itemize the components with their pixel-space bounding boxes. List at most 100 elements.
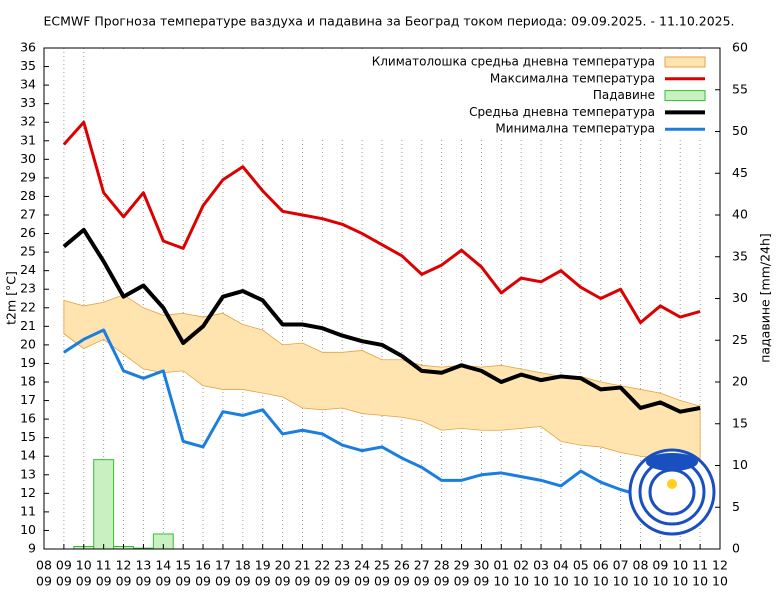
x-tick-label: 28 — [434, 558, 450, 573]
x-tick-month: 09 — [314, 574, 330, 589]
x-tick-month: 09 — [434, 574, 450, 589]
x-tick-month: 10 — [672, 574, 688, 589]
y-tick-label: 11 — [20, 503, 36, 518]
y-axis-label: t2m [°C] — [4, 271, 19, 325]
y-tick-label: 31 — [20, 132, 36, 147]
x-tick-month: 09 — [354, 574, 370, 589]
y2-tick-label: 15 — [732, 415, 748, 430]
y-tick-label: 21 — [20, 318, 36, 333]
x-tick-month: 10 — [553, 574, 569, 589]
legend-label: Минимална температура — [495, 122, 655, 136]
x-tick-label: 06 — [593, 558, 609, 573]
y2-axis-label: падавине [mm/24h] — [758, 233, 773, 363]
x-tick-label: 13 — [135, 558, 151, 573]
y2-tick-label: 45 — [732, 165, 748, 180]
y-tick-label: 24 — [20, 262, 36, 277]
x-tick-month: 10 — [513, 574, 529, 589]
x-tick-month: 09 — [255, 574, 271, 589]
y-tick-label: 16 — [20, 411, 36, 426]
x-tick-label: 12 — [116, 558, 132, 573]
x-tick-label: 30 — [473, 558, 489, 573]
legend-background — [95, 52, 715, 138]
legend-label: Климатолошка средња дневна температура — [372, 55, 655, 69]
y-tick-label: 26 — [20, 225, 36, 240]
chart-title: ECMWF Прогноза температуре ваздуха и пад… — [43, 14, 734, 29]
y-tick-label: 35 — [20, 58, 36, 73]
x-tick-month: 09 — [135, 574, 151, 589]
x-tick-label: 17 — [215, 558, 231, 573]
legend-label: Максимална температура — [490, 71, 655, 85]
y2-tick-label: 40 — [732, 207, 748, 222]
y-tick-label: 27 — [20, 207, 36, 222]
x-tick-label: 19 — [255, 558, 271, 573]
x-tick-month: 09 — [235, 574, 251, 589]
series-line — [63, 328, 701, 505]
x-tick-month: 10 — [712, 574, 728, 589]
x-tick-label: 08 — [633, 558, 649, 573]
x-tick-month: 09 — [195, 574, 211, 589]
y-tick-label: 25 — [20, 244, 36, 259]
x-tick-label: 10 — [672, 558, 688, 573]
legend: Климатолошка средња дневна температура Ма… — [372, 55, 706, 136]
x-tick-month: 09 — [394, 574, 410, 589]
x-tick-label: 03 — [533, 558, 549, 573]
x-tick-label: 11 — [692, 558, 708, 573]
x-tick-label: 23 — [334, 558, 350, 573]
x-tick-month: 09 — [414, 574, 430, 589]
x-tick-label: 08 — [36, 558, 52, 573]
x-tick-label: 07 — [613, 558, 629, 573]
logo — [628, 448, 716, 536]
x-tick-label: 25 — [374, 558, 390, 573]
y2-tick-label: 60 — [732, 40, 748, 55]
y-tick-label: 12 — [20, 485, 36, 500]
x-tick-label: 20 — [275, 558, 291, 573]
y-tick-label: 13 — [20, 466, 36, 481]
x-tick-month: 10 — [533, 574, 549, 589]
x-tick-label: 27 — [414, 558, 430, 573]
x-tick-month: 09 — [96, 574, 112, 589]
y-tick-label: 14 — [20, 448, 36, 463]
x-tick-label: 01 — [493, 558, 509, 573]
x-tick-label: 14 — [155, 558, 171, 573]
x-tick-month: 10 — [573, 574, 589, 589]
y2-tick-label: 20 — [732, 374, 748, 389]
x-tick-label: 11 — [96, 558, 112, 573]
y-tick-label: 36 — [20, 40, 36, 55]
x-tick-label: 16 — [195, 558, 211, 573]
y-tick-label: 29 — [20, 169, 36, 184]
x-tick-month: 09 — [175, 574, 191, 589]
x-tick-month: 09 — [295, 574, 311, 589]
x-tick-month: 09 — [76, 574, 92, 589]
legend-swatch — [664, 56, 706, 68]
x-tick-label: 12 — [712, 558, 728, 573]
x-tick-label: 26 — [394, 558, 410, 573]
x-tick-label: 09 — [56, 558, 72, 573]
x-tick-label: 15 — [175, 558, 191, 573]
y-tick-label: 20 — [20, 336, 36, 351]
y-tick-label: 18 — [20, 374, 36, 389]
x-tick-month: 10 — [692, 574, 708, 589]
x-tick-label: 10 — [76, 558, 92, 573]
series-line — [62, 120, 701, 325]
y-tick-label: 9 — [28, 541, 36, 556]
x-tick-month: 10 — [652, 574, 668, 589]
legend-label: Средња дневна температура — [469, 105, 655, 119]
precip-bar — [93, 459, 115, 550]
y2-tick-label: 10 — [732, 457, 748, 472]
x-tick-label: 02 — [513, 558, 529, 573]
x-tick-month: 10 — [593, 574, 609, 589]
x-tick-month: 10 — [633, 574, 649, 589]
x-tick-month: 09 — [473, 574, 489, 589]
x-tick-month: 09 — [275, 574, 291, 589]
x-tick-month: 09 — [215, 574, 231, 589]
y-tick-label: 17 — [20, 392, 36, 407]
y2-tick-label: 30 — [732, 290, 748, 305]
y-tick-label: 34 — [20, 77, 36, 92]
y-tick-label: 32 — [20, 114, 36, 129]
y-tick-label: 28 — [20, 188, 36, 203]
y-tick-label: 22 — [20, 299, 36, 314]
y2-tick-label: 5 — [732, 499, 740, 514]
x-tick-month: 10 — [493, 574, 509, 589]
x-tick-label: 05 — [573, 558, 589, 573]
